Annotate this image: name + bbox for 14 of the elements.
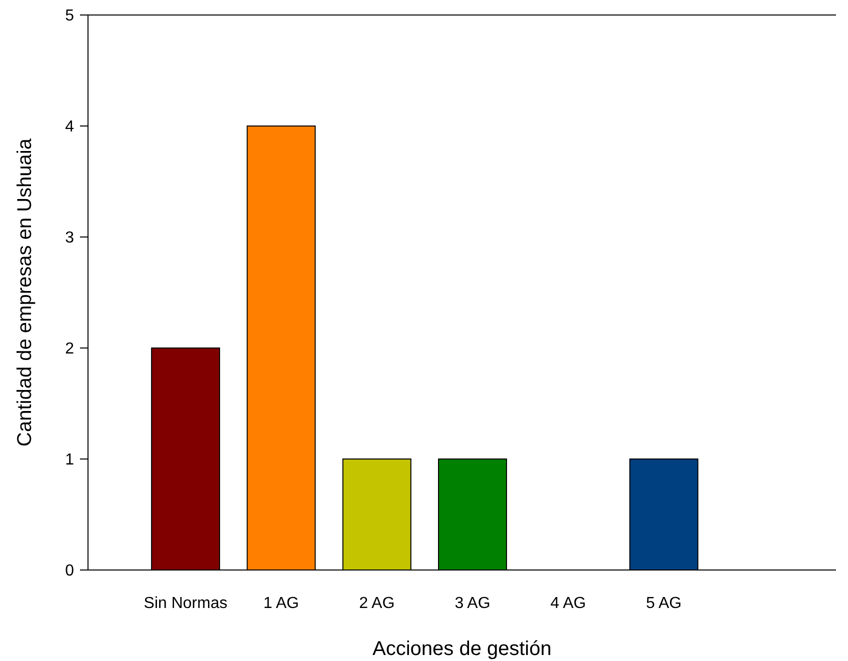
y-tick-label: 1 — [65, 452, 74, 469]
y-tick-label: 0 — [65, 562, 74, 580]
y-axis-title: Cantidad de empresas en Ushuaia — [14, 138, 36, 446]
x-axis-title: Acciones de gestión — [372, 638, 552, 660]
y-tick-label: 4 — [65, 118, 74, 136]
x-tick-label: 3 AG — [454, 595, 490, 612]
x-tick-label: Sin Normas — [144, 595, 228, 612]
x-tick-label: 4 AG — [550, 595, 586, 612]
x-tick-label: 2 AG — [359, 595, 395, 612]
y-tick-label: 5 — [65, 8, 74, 25]
y-tick-label: 2 — [65, 340, 74, 358]
x-tick-label: 5 AG — [646, 595, 682, 612]
x-tick-label: 1 AG — [263, 595, 300, 612]
y-tick-label: 3 — [65, 230, 74, 247]
